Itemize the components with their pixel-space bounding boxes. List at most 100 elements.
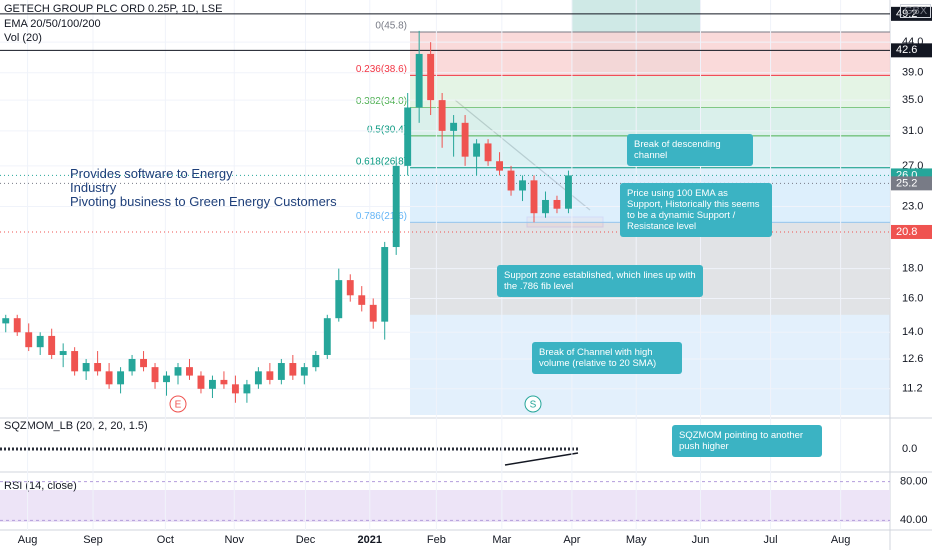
y-tick-label: 35.0 [902,94,923,106]
candle-body [565,175,572,209]
candle-body [519,180,526,191]
sqz-title: SQZMOM_LB (20, 2, 20, 1.5) [4,420,148,432]
fib-label: 0.618(26.8) [356,156,407,167]
candle-body [473,143,481,157]
candle-body [197,375,205,389]
candle-body [13,318,21,333]
candle-body [128,358,136,372]
y-tick-label: 11.2 [902,383,923,395]
candle-body [427,53,435,101]
event-marker [169,395,187,413]
candle-body [209,379,216,389]
candle-body [2,318,10,324]
candle-body [48,335,56,355]
fib-label: 0.5(30.4) [367,124,407,135]
x-tick-label: Mar [492,534,511,546]
candle-body [323,318,331,355]
candle-body [94,363,102,372]
candle-body [358,295,366,305]
rsi-title: RSI (14, close) [4,480,77,492]
candle-body [496,161,503,171]
rsi-band [0,490,890,522]
event-label: E [175,400,182,411]
callout: Break of descending channel [627,134,753,166]
candle-body [392,165,400,248]
callout: Support zone established, which lines up… [497,265,703,297]
candle-body [151,367,159,383]
candle-body [163,375,170,383]
price-tag [891,224,932,239]
chart-title: GETECH GROUP PLC ORD 0.25P, 1D, LSE [4,3,223,15]
price-tag [891,43,932,58]
candle-body [231,384,239,394]
x-tick-label: Oct [157,534,174,546]
x-tick-label: Nov [224,534,244,546]
fib-label: 0.382(34.0) [356,96,407,107]
y-tick-label: 14.0 [902,326,923,338]
candle-body [415,53,423,108]
momentum-arrow [504,452,579,466]
event-marker [524,395,542,413]
candle-body [312,354,320,368]
price-tag-label: 42.6 [896,44,917,56]
y-tick-label: 23.0 [902,200,923,212]
x-tick-label: Feb [427,534,446,546]
y-tick-label: 16.0 [902,292,923,304]
x-tick-label: Sep [83,534,103,546]
callout: Price using 100 EMA as Support, Historic… [620,183,772,237]
candle-body [220,379,228,385]
price-tag-label: 20.8 [896,226,917,238]
fib-band [410,75,890,108]
candle-body [174,367,182,376]
candle-body [335,280,343,319]
candle-body [542,199,549,214]
indicator-label: Vol (20) [4,32,42,44]
x-tick-label: Aug [18,534,38,546]
candle-body [25,332,33,348]
candle-body [300,367,308,376]
fib-label: 0(45.8) [375,21,407,32]
candle-body [438,100,446,131]
candle-body [243,384,251,394]
candle-body [71,351,79,372]
y-tick-label: 18.0 [902,263,923,275]
candle-body [36,335,44,348]
candle-body [507,170,515,191]
candle-body [289,363,297,376]
y-tick-label: 12.6 [902,353,923,365]
x-tick-label: 2021 [358,534,382,546]
candle-body [140,358,147,368]
x-tick-label: Jul [764,534,778,546]
candle-body [82,363,90,372]
candle-body [254,371,262,385]
candle-body [266,371,274,380]
price-tag [891,176,932,191]
candle-body [105,371,113,385]
y-tick-label: 80.00 [900,476,928,488]
candle-body [484,143,492,162]
y-tick-label: 40.00 [900,514,928,526]
fib-band [410,31,890,76]
candle-body [530,180,538,214]
candle-body [461,122,469,157]
candle-body [369,304,377,322]
price-tag-label: 25.2 [896,177,917,189]
candle-body [553,199,561,209]
price-tag-label: 49.2 [896,8,917,20]
event-label: S [530,400,537,411]
currency: GBX [900,4,932,18]
note: Industry [70,180,117,195]
note: Pivoting business to Green Energy Custom… [70,194,337,209]
fib-band [410,107,890,136]
x-tick-label: May [626,534,647,546]
candle-body [450,122,458,131]
x-tick-label: Apr [563,534,580,546]
candle-body [186,367,193,376]
callout: SQZMOM pointing to another push higher [672,425,822,457]
note: Provides software to Energy [70,166,233,181]
candle-body [59,351,67,355]
y-tick-label: 31.0 [902,125,923,137]
candle-body [381,247,389,322]
